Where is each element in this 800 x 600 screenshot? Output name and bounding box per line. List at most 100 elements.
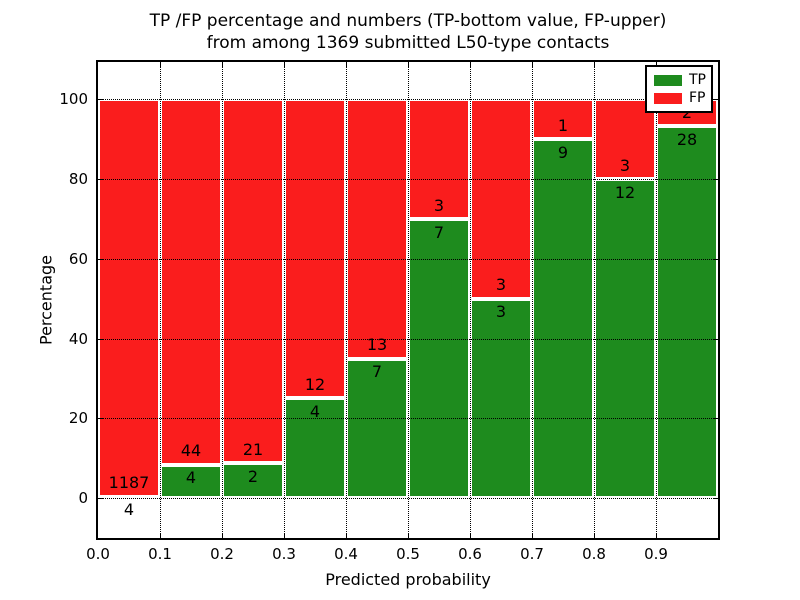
tp-count-label: 7 (371, 362, 383, 382)
y-tick-mark-right (713, 338, 718, 340)
v-gridline (346, 62, 347, 538)
x-tick-label: 0.0 (86, 545, 110, 563)
x-tick-mark-top (284, 62, 285, 67)
fp-bar-segment (222, 99, 284, 464)
v-gridline (408, 62, 409, 538)
fp-bar-segment (470, 99, 532, 299)
fp-count-label: 12 (304, 374, 326, 394)
v-gridline (222, 62, 223, 538)
v-gridline (284, 62, 285, 538)
x-axis-label: Predicted probability (325, 570, 491, 589)
tp-count-label: 3 (495, 302, 507, 322)
fp-bar-segment (284, 99, 346, 399)
x-tick-mark-bottom (470, 533, 471, 538)
x-tick-label: 0.8 (582, 545, 606, 563)
tp-count-label: 4 (123, 500, 135, 520)
tp-count-label: 7 (433, 222, 445, 242)
tp-count-label: 12 (614, 182, 636, 202)
x-tick-label: 0.1 (148, 545, 172, 563)
x-tick-label: 0.4 (334, 545, 358, 563)
x-tick-mark-top (160, 62, 161, 67)
fp-bar-segment (408, 99, 470, 220)
x-tick-mark-bottom (594, 533, 595, 538)
x-tick-mark-bottom (284, 533, 285, 538)
v-gridline (160, 62, 161, 538)
tp-count-label: 9 (557, 142, 569, 162)
x-tick-mark-top (532, 62, 533, 67)
y-tick-mark-left (98, 418, 103, 420)
y-tick-mark-left (98, 338, 103, 340)
y-axis-label: Percentage (36, 254, 56, 346)
y-tick-mark-left (98, 179, 103, 181)
tp-count-label: 4 (185, 468, 197, 488)
y-tick-mark-left (98, 498, 103, 500)
legend-item: FP (647, 91, 711, 105)
x-tick-mark-bottom (532, 533, 533, 538)
fp-bar-segment (594, 99, 656, 180)
x-tick-mark-bottom (222, 533, 223, 538)
x-tick-label: 0.2 (210, 545, 234, 563)
legend-swatch-tp (654, 74, 682, 86)
x-tick-mark-bottom (160, 533, 161, 538)
chart-title-line1: TP /FP percentage and numbers (TP-bottom… (149, 11, 667, 31)
v-gridline (470, 62, 471, 538)
tp-bar-segment (346, 358, 408, 499)
x-tick-mark-bottom (408, 533, 409, 538)
x-tick-label: 0.9 (644, 545, 668, 563)
y-tick-mark-right (713, 418, 718, 420)
tp-bar-segment (470, 298, 532, 499)
tp-count-label: 28 (676, 129, 698, 149)
fp-count-label: 13 (366, 335, 388, 355)
fp-bar-segment (160, 99, 222, 465)
fp-count-label: 3 (619, 155, 631, 175)
plot-area: 11874444212124137373319312228 (98, 62, 718, 538)
y-tick-label: 20 (68, 409, 88, 428)
x-tick-label: 0.5 (396, 545, 420, 563)
v-gridline (532, 62, 533, 538)
y-tick-label: 80 (68, 170, 88, 189)
tp-count-label: 2 (247, 466, 259, 486)
x-tick-mark-top (594, 62, 595, 67)
x-tick-mark-bottom (656, 533, 657, 538)
chart-title-line2: from among 1369 submitted L50-type conta… (206, 33, 610, 53)
legend-label: TP (689, 72, 706, 88)
tp-bar-segment (532, 139, 594, 499)
tp-bar-segment (656, 126, 718, 499)
y-tick-mark-right (713, 258, 718, 260)
fp-count-label: 3 (495, 275, 507, 295)
legend-item: TP (647, 73, 711, 87)
y-tick-label: 0 (78, 489, 88, 508)
x-tick-mark-top (470, 62, 471, 67)
fp-count-label: 44 (180, 441, 202, 461)
y-tick-mark-right (713, 498, 718, 500)
y-tick-mark-right (713, 179, 718, 181)
x-tick-mark-top (222, 62, 223, 67)
fp-count-label: 3 (433, 195, 445, 215)
y-tick-mark-left (98, 99, 103, 101)
tp-bar-segment (408, 219, 470, 499)
x-tick-label: 0.7 (520, 545, 544, 563)
y-tick-label: 40 (68, 329, 88, 348)
x-tick-mark-top (408, 62, 409, 67)
tp-count-label: 4 (309, 401, 321, 421)
tp-bar-segment (222, 463, 284, 499)
y-tick-label: 100 (59, 90, 88, 109)
fp-count-label: 1 (557, 115, 569, 135)
tp-bar-segment (160, 464, 222, 499)
v-gridline (594, 62, 595, 538)
fp-count-label: 21 (242, 439, 264, 459)
y-tick-mark-left (98, 258, 103, 260)
x-tick-label: 0.6 (458, 545, 482, 563)
legend-label: FP (689, 90, 706, 106)
fp-bar-segment (346, 99, 408, 359)
fp-count-label: 1187 (108, 473, 150, 493)
x-tick-mark-bottom (346, 533, 347, 538)
x-tick-label: 0.3 (272, 545, 296, 563)
v-gridline (656, 62, 657, 538)
legend-swatch-fp (654, 92, 682, 104)
fp-bar-segment (98, 99, 160, 497)
y-tick-label: 60 (68, 249, 88, 268)
legend: TP FP (645, 65, 713, 113)
x-tick-mark-top (346, 62, 347, 67)
